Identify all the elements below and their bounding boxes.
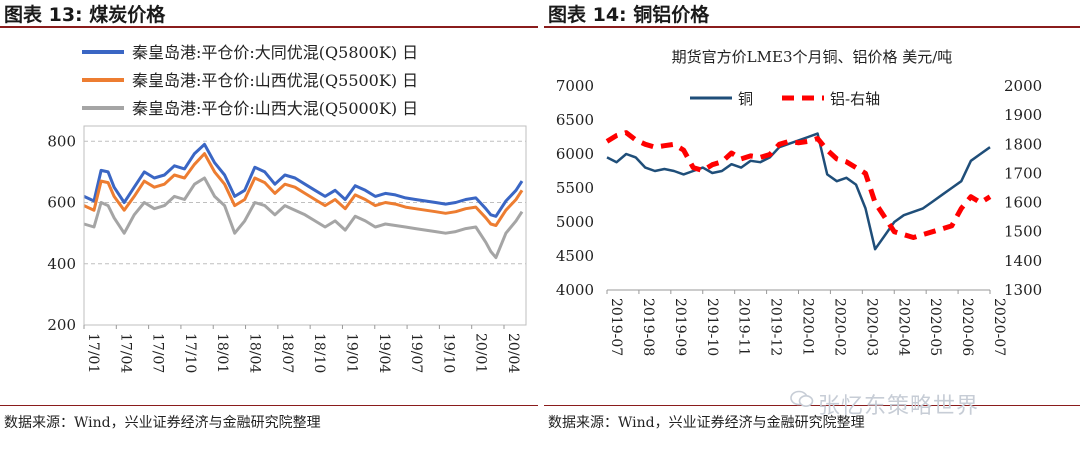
- x-tick-label: 20/01: [473, 333, 489, 373]
- y-tick-label: 800: [47, 132, 76, 150]
- y-tick-label: 5000: [556, 213, 594, 231]
- data-source-left: 数据来源：Wind，兴业证券经济与金融研究院整理: [4, 415, 321, 431]
- source-rule-left: [0, 405, 538, 406]
- x-tick-label: 2020-07: [991, 298, 1007, 356]
- x-tick-label: 2019-09: [672, 298, 688, 356]
- coal-price-chart: 秦皇岛港:平仓价:大同优混(Q5800K) 日秦皇岛港:平仓价:山西优混(Q55…: [47, 43, 527, 373]
- panel-title-copper-aluminum: 图表 14: 铜铝价格: [548, 4, 710, 26]
- y2-tick-label: 1600: [1004, 194, 1042, 212]
- chart-title: 期货官方价LME3个月铜、铝价格 美元/吨: [672, 48, 953, 66]
- x-tick-label: 17/01: [85, 333, 101, 373]
- y-tick-label: 4000: [556, 281, 594, 299]
- x-tick-label: 19/07: [408, 333, 424, 373]
- x-tick-label: 17/07: [150, 333, 166, 373]
- x-tick-label: 2019-12: [768, 298, 784, 356]
- watermark: 张忆东策略世界: [818, 394, 980, 419]
- x-tick-label: 2020-04: [895, 298, 911, 356]
- y2-tick-label: 1300: [1004, 281, 1042, 299]
- x-tick-label: 19/10: [440, 333, 456, 373]
- x-tick-label: 19/01: [343, 333, 359, 373]
- y2-tick-label: 1400: [1004, 252, 1042, 270]
- series-group: [83, 142, 524, 260]
- y-tick-label: 4500: [556, 247, 594, 265]
- series-line-aluminum: [605, 130, 992, 240]
- wechat-icon: [790, 390, 814, 407]
- y2-tick-label: 1900: [1004, 106, 1042, 124]
- x-tick-label: 2020-05: [927, 298, 943, 356]
- y-tick-label: 400: [47, 255, 76, 273]
- y-tick-label: 7000: [556, 77, 594, 95]
- legend: 铜 铝-右轴: [690, 90, 880, 108]
- y2-tick-label: 2000: [1004, 77, 1042, 95]
- series-line-3: [83, 176, 524, 260]
- x-tick-label: 17/10: [182, 333, 198, 373]
- title-rule-right: [544, 26, 1080, 28]
- y2-tick-label: 1800: [1004, 135, 1042, 153]
- y2-tick-label: 1500: [1004, 223, 1042, 241]
- legend: 秦皇岛港:平仓价:大同优混(Q5800K) 日秦皇岛港:平仓价:山西优混(Q55…: [82, 43, 418, 118]
- data-source-right: 数据来源：Wind，兴业证券经济与金融研究院整理: [548, 415, 865, 431]
- x-tick-label: 2020-03: [863, 298, 879, 356]
- legend-label-2: 铝-右轴: [830, 90, 880, 108]
- y-tick-label: 5500: [556, 179, 594, 197]
- legend-label-1: 铜: [738, 90, 753, 108]
- x-tick-label: 2019-10: [704, 298, 720, 356]
- y-tick-label: 6000: [556, 145, 594, 163]
- x-tick-label: 2019-11: [736, 298, 752, 356]
- x-tick-label: 18/07: [279, 333, 295, 373]
- grid: [84, 140, 526, 265]
- source-rule-right: [544, 405, 1080, 406]
- title-rule-left: [0, 26, 538, 28]
- x-tick-label: 18/04: [247, 333, 263, 373]
- series-line-1: [83, 142, 524, 218]
- x-tick-label: 2020-06: [959, 298, 975, 356]
- legend-label-1: 秦皇岛港:平仓价:大同优混(Q5800K) 日: [132, 43, 418, 62]
- axes: 200 400 600 800 17/01 17/04 17/07 17/10 18/01 18/…: [47, 125, 527, 373]
- series-line-2: [83, 152, 524, 227]
- x-tick-label: 20/04: [505, 333, 521, 373]
- x-tick-label: 17/04: [117, 333, 133, 373]
- axes: 4000 4500 5000 5500 6000 6500 7000 1300 1400 1500…: [556, 77, 1042, 356]
- y-tick-label: 600: [47, 194, 76, 212]
- y-tick-label: 200: [47, 316, 76, 334]
- x-tick-label: 18/10: [311, 333, 327, 373]
- y2-tick-label: 1700: [1004, 164, 1042, 182]
- series-group: [605, 130, 992, 251]
- copper-aluminum-chart: 期货官方价LME3个月铜、铝价格 美元/吨 铜 铝-右轴 4000 4500 5000…: [556, 48, 1042, 356]
- x-tick-label: 2020-02: [831, 298, 847, 356]
- plot-frame: [83, 125, 527, 326]
- x-tick-label: 18/01: [214, 333, 230, 373]
- x-tick-label: 2019-08: [640, 298, 656, 356]
- panel-title-coal: 图表 13: 煤炭价格: [4, 4, 166, 26]
- x-tick-label: 19/04: [376, 333, 392, 373]
- x-tick-label: 2020-01: [800, 298, 816, 356]
- legend-label-3: 秦皇岛港:平仓价:山西大混(Q5000K) 日: [132, 99, 418, 118]
- legend-label-2: 秦皇岛港:平仓价:山西优混(Q5500K) 日: [132, 71, 418, 90]
- y-tick-label: 6500: [556, 111, 594, 129]
- x-tick-label: 2019-07: [608, 298, 624, 356]
